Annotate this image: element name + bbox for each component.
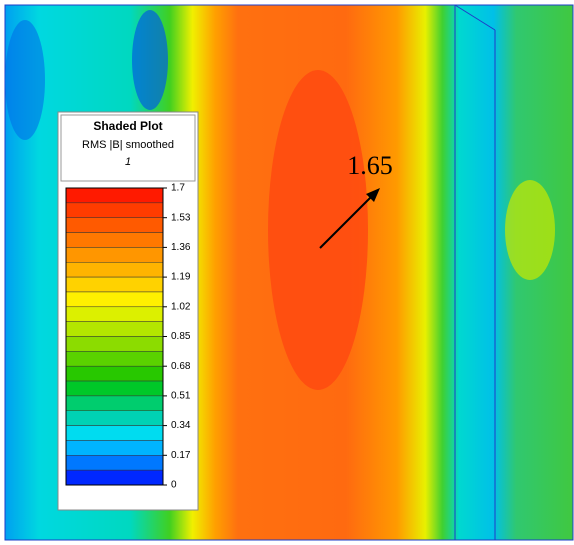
colorbar-tick-label: 1.7	[171, 183, 185, 194]
colorbar-band	[66, 247, 163, 262]
colorbar-band	[66, 426, 163, 441]
colorbar-tick-label: 0.85	[171, 331, 191, 342]
colorbar-tick-label: 1.36	[171, 242, 191, 253]
colorbar-tick-label: 1.19	[171, 272, 191, 283]
colorbar-band	[66, 188, 163, 203]
legend-subtitle: RMS |B| smoothed	[82, 139, 174, 151]
colorbar-band	[66, 203, 163, 218]
colorbar-band	[66, 322, 163, 337]
colorbar-tick-label: 0.68	[171, 361, 191, 372]
colorbar-band	[66, 218, 163, 233]
colorbar-band	[66, 396, 163, 411]
colorbar-band	[66, 381, 163, 396]
colorbar-band	[66, 337, 163, 352]
annotation: 1.65	[347, 151, 393, 180]
colorbar-band	[66, 262, 163, 277]
colorbar-tick-label: 0.51	[171, 391, 191, 402]
colorbar-tick-label: 0.34	[171, 420, 191, 431]
colorbar-tick-label: 1.53	[171, 212, 191, 223]
colorbar-band	[66, 233, 163, 248]
colorbar-band	[66, 292, 163, 307]
colorbar-band	[66, 366, 163, 381]
screenshot: 1.65 Shaded Plot RMS |B| smoothed 1 1.7 1…	[0, 0, 574, 545]
colorbar-band	[66, 440, 163, 455]
legend: Shaded Plot RMS |B| smoothed 1 1.7 1.53 1.…	[58, 112, 198, 510]
colorbar-band	[66, 470, 163, 485]
colorbar-band	[66, 307, 163, 322]
colorbar-tick-label: 1.02	[171, 301, 191, 312]
colorbar-tick-label: 0.17	[171, 450, 191, 461]
legend-title: Shaded Plot	[93, 119, 162, 133]
colorbar-band	[66, 455, 163, 470]
colorbar-band	[66, 277, 163, 292]
legend-label: 1	[125, 156, 131, 168]
colorbar-band	[66, 411, 163, 426]
colorbar-band	[66, 351, 163, 366]
colorbar-tick-label: 0	[171, 480, 177, 491]
